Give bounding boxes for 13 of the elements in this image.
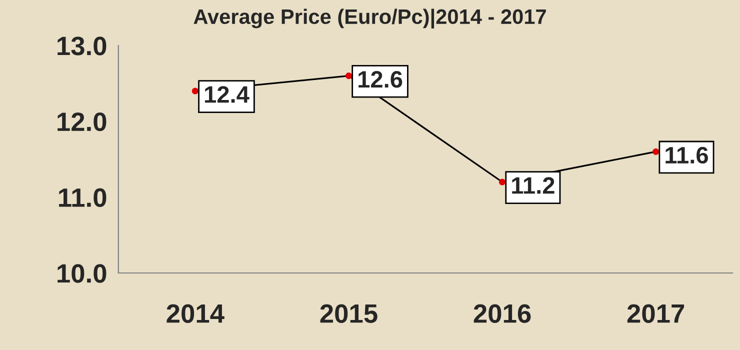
chart-title: Average Price (Euro/Pc)|2014 - 2017 (194, 8, 546, 28)
data-label: 11.2 (512, 177, 554, 194)
x-tick-label: 2017 (627, 304, 684, 323)
x-tick-label: 2015 (320, 304, 378, 323)
y-tick-label: 13.0 (58, 36, 106, 56)
data-label: 11.6 (666, 146, 708, 164)
y-tick-label: 10.0 (58, 264, 106, 283)
data-label: 12.4 (204, 86, 250, 103)
x-tick-label: 2016 (474, 304, 531, 323)
data-label: 12.6 (358, 71, 402, 88)
x-tick-label: 2014 (166, 304, 224, 323)
y-tick-label: 12.0 (58, 112, 106, 132)
y-tick-label: 11.0 (59, 188, 106, 207)
